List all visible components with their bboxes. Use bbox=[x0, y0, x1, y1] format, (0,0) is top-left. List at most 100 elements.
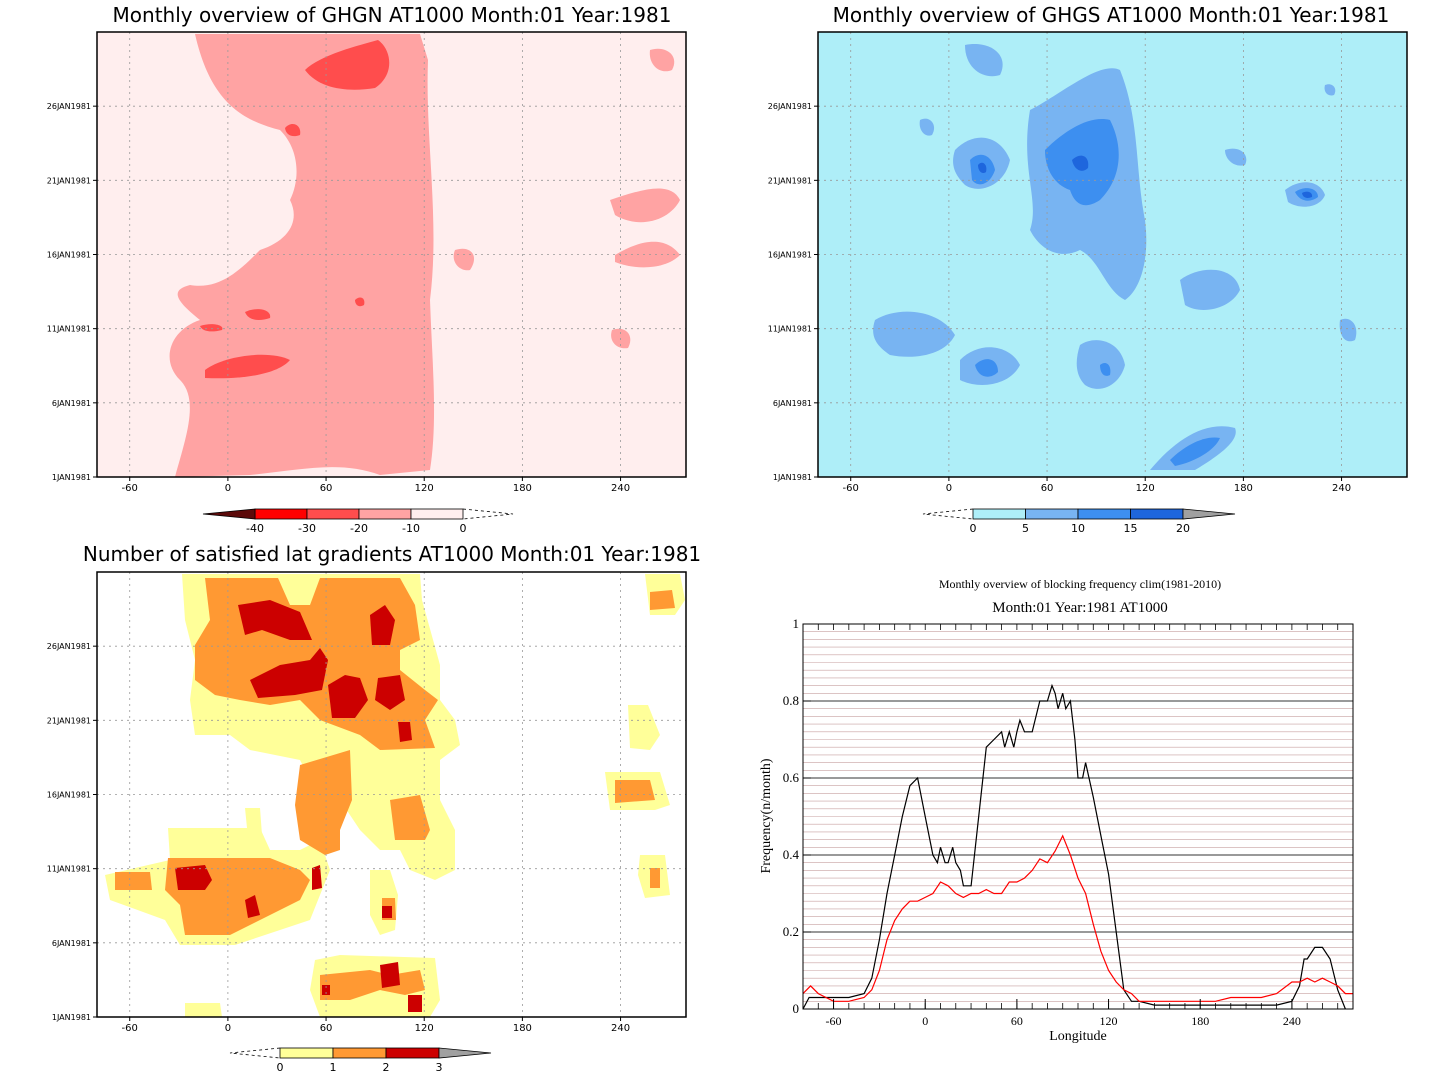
x-tick-label: 180 bbox=[1191, 1014, 1209, 1028]
contour-region bbox=[615, 241, 680, 268]
x-axis-label: Longitude bbox=[1049, 1029, 1107, 1044]
contour-region bbox=[185, 1003, 222, 1017]
series-line-red bbox=[802, 834, 1353, 1002]
contour-region bbox=[650, 590, 675, 610]
contour-region bbox=[1324, 84, 1336, 96]
contour-region bbox=[285, 124, 301, 137]
colorbar-label: 0 bbox=[460, 522, 467, 535]
colorbar-segment bbox=[358, 508, 412, 520]
x-tick-label: 0 bbox=[946, 483, 952, 494]
contour-region bbox=[965, 44, 1003, 77]
contour-region bbox=[370, 605, 395, 645]
series-line-black bbox=[802, 683, 1346, 1010]
x-tick-label: -60 bbox=[122, 483, 138, 494]
y-axis: 0 0.2 0.4 0.6 0.8 1 bbox=[783, 616, 811, 1016]
contour-region bbox=[975, 359, 998, 377]
colorbar-label: 3 bbox=[436, 1061, 443, 1074]
contour-region bbox=[245, 895, 260, 918]
x-tick-label: 120 bbox=[415, 1023, 434, 1034]
y-axis: 1JAN1981 6JAN1981 11JAN1981 16JAN1981 21JAN1… bbox=[47, 642, 97, 1022]
contour-region bbox=[1170, 437, 1220, 466]
x-axis: -60 0 60 120 180 240 bbox=[122, 1017, 630, 1034]
colorbar-arrow bbox=[229, 1047, 281, 1059]
contour-region bbox=[355, 297, 365, 307]
contour-region bbox=[245, 309, 271, 320]
contour-region bbox=[398, 722, 412, 742]
colorbar-label: 5 bbox=[1022, 522, 1029, 535]
contour-region bbox=[1302, 191, 1313, 198]
contour-region bbox=[873, 311, 955, 357]
x-tick-label: 0 bbox=[225, 483, 231, 494]
x-tick-label: 240 bbox=[611, 1023, 630, 1034]
y-tick-label: 6JAN1981 bbox=[773, 399, 812, 408]
contour-region bbox=[295, 750, 352, 855]
x-tick-label: -60 bbox=[843, 483, 859, 494]
y-tick-label: 11JAN1981 bbox=[768, 325, 812, 334]
colorbar-label: 1 bbox=[330, 1061, 337, 1074]
x-axis: -60 0 60 120 180 240 bbox=[843, 477, 1351, 494]
contour-region bbox=[245, 808, 262, 838]
grid-lines bbox=[802, 624, 1354, 1009]
contour-region bbox=[312, 865, 322, 890]
colorbar-arrow bbox=[438, 1047, 492, 1059]
x-tick-label: 240 bbox=[1283, 1014, 1301, 1028]
contour-region bbox=[322, 985, 330, 995]
chart-title: Monthly overview of GHGS AT1000 Month:01… bbox=[833, 3, 1390, 27]
colorbar-label: 0 bbox=[277, 1061, 284, 1074]
y-tick-label: 6JAN1981 bbox=[52, 939, 91, 948]
colorbar-label: 15 bbox=[1124, 522, 1138, 535]
colorbar-segment bbox=[1077, 508, 1131, 520]
panel-blocking-frequency: Monthly overview of blocking frequency c… bbox=[759, 577, 1354, 1044]
colorbar-segment bbox=[972, 508, 1026, 520]
y-tick-label: 0.8 bbox=[783, 693, 799, 708]
colorbar-arrow bbox=[202, 508, 256, 520]
colorbar-label: 2 bbox=[383, 1061, 390, 1074]
x-tick-label: 0 bbox=[922, 1014, 928, 1028]
panel-ghgs: Monthly overview of GHGS AT1000 Month:01… bbox=[768, 3, 1408, 535]
colorbar-segment bbox=[332, 1047, 387, 1059]
y-axis-label: Frequency(n/month) bbox=[759, 758, 774, 873]
x-tick-label: 240 bbox=[611, 483, 630, 494]
x-tick-label: 120 bbox=[415, 483, 434, 494]
colorbar-label: 0 bbox=[970, 522, 977, 535]
colorbar-label: -30 bbox=[298, 522, 316, 535]
colorbar: 0 1 2 3 bbox=[229, 1047, 492, 1074]
grid-lines bbox=[97, 32, 686, 478]
x-tick-label: 180 bbox=[513, 1023, 532, 1034]
y-tick-label: 16JAN1981 bbox=[768, 251, 812, 260]
colorbar: 0 5 10 15 20 bbox=[922, 508, 1236, 535]
colorbar-segment bbox=[306, 508, 360, 520]
y-tick-label: 1JAN1981 bbox=[52, 473, 91, 482]
colorbar-label: -40 bbox=[246, 522, 264, 535]
contour-region bbox=[390, 795, 430, 840]
contour-region bbox=[175, 865, 212, 890]
y-axis: 1JAN1981 6JAN1981 11JAN1981 16JAN1981 21JAN1… bbox=[768, 102, 818, 482]
x-tick-label: 180 bbox=[513, 483, 532, 494]
colorbar-segment bbox=[279, 1047, 334, 1059]
contour-region bbox=[382, 906, 392, 918]
y-tick-label: 21JAN1981 bbox=[47, 716, 91, 725]
y-tick-label: 1JAN1981 bbox=[52, 1013, 91, 1022]
x-tick-label: -60 bbox=[122, 1023, 138, 1034]
colorbar-label: -20 bbox=[350, 522, 368, 535]
chart-title: Number of satisfied lat gradients AT1000… bbox=[83, 542, 701, 566]
x-tick-label: 60 bbox=[1041, 483, 1054, 494]
contour-region bbox=[250, 648, 328, 698]
contour-region bbox=[200, 324, 223, 332]
panel-lat-gradients: Number of satisfied lat gradients AT1000… bbox=[47, 542, 701, 1074]
y-tick-label: 0.4 bbox=[783, 847, 800, 862]
x-tick-label: 60 bbox=[320, 1023, 333, 1034]
contour-region bbox=[919, 118, 935, 136]
x-tick-label: -60 bbox=[826, 1014, 842, 1028]
x-tick-label: 180 bbox=[1234, 483, 1253, 494]
colorbar-label: 10 bbox=[1071, 522, 1085, 535]
x-tick-label: 60 bbox=[320, 483, 333, 494]
contour-region bbox=[380, 962, 400, 988]
chart-title: Monthly overview of blocking frequency c… bbox=[939, 577, 1221, 591]
contour-region bbox=[408, 995, 422, 1012]
plot-frame bbox=[802, 623, 1354, 1010]
y-tick-label: 6JAN1981 bbox=[52, 399, 91, 408]
y-tick-label: 21JAN1981 bbox=[47, 176, 91, 185]
colorbar-arrow bbox=[922, 508, 974, 520]
contour-region bbox=[1072, 155, 1089, 171]
